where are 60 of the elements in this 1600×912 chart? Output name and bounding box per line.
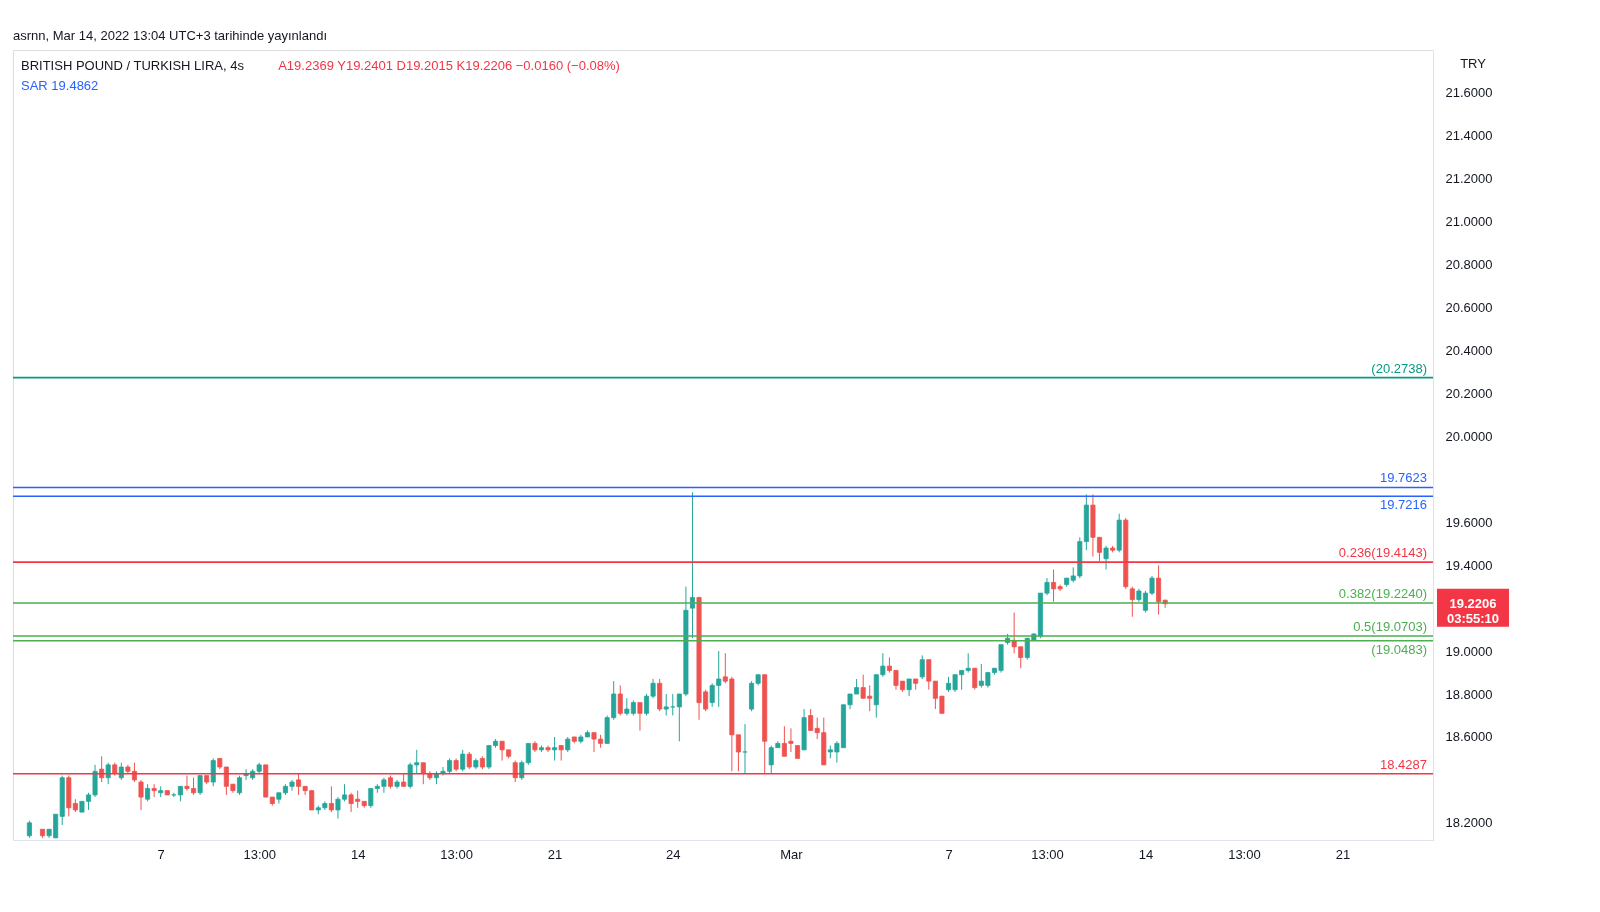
y-tick-label: 21.2000	[1445, 171, 1493, 187]
candlestick	[919, 654, 925, 680]
candlestick	[460, 749, 466, 772]
candlestick	[328, 785, 334, 813]
candlestick	[670, 693, 676, 716]
y-tick-label: 19.0000	[1445, 643, 1493, 659]
ref-line-label: (20.2738)	[1371, 360, 1427, 376]
ref-line-label: 19.7623	[1380, 470, 1427, 486]
candlestick	[617, 684, 623, 716]
x-tick-label: 21	[1335, 846, 1351, 862]
candlestick	[1103, 545, 1109, 571]
x-tick-label: Mar	[780, 846, 804, 862]
candlestick	[138, 779, 144, 811]
ref-line-label: 0.5(19.0703)	[1353, 619, 1427, 634]
text: BRITISH POUND / TURKISH LIRA, 4s	[21, 58, 245, 73]
x-tick-label: 14	[1138, 846, 1154, 862]
candlestick	[151, 783, 157, 798]
x-tick-label: 21	[547, 846, 563, 862]
y-tick-label: 20.8000	[1445, 257, 1493, 273]
y-tick-label: 18.8000	[1445, 686, 1493, 702]
candlestick	[972, 667, 978, 691]
candlestick	[210, 757, 216, 787]
ref-line-label: 18.4287	[1380, 756, 1427, 772]
y-tick-label: 19.6000	[1445, 514, 1493, 530]
y-tick-label: 20.4000	[1445, 343, 1493, 359]
text: 19.2206 03:55:10	[1446, 595, 1500, 626]
candlestick	[197, 775, 203, 796]
x-tick-label: 7	[157, 846, 165, 862]
candlestick	[742, 723, 748, 774]
candlestick	[637, 702, 643, 732]
y-tick-label: 21.0000	[1445, 214, 1493, 230]
x-tick-label: 13:00	[440, 846, 473, 862]
x-tick-label: 7	[945, 846, 953, 862]
text: TRY	[1460, 56, 1487, 71]
x-tick-label: 24	[666, 846, 681, 862]
ref-line-label: 19.7216	[1380, 497, 1427, 513]
y-tick-label: 18.6000	[1445, 729, 1493, 745]
candlestick	[545, 745, 551, 753]
x-tick-label: 13:00	[243, 846, 276, 862]
y-tick-label: 20.2000	[1445, 385, 1493, 401]
y-tick-label: 21.6000	[1445, 85, 1493, 101]
candlestick	[1129, 586, 1135, 618]
y-tick-label: 18.2000	[1445, 815, 1493, 831]
x-tick-label: 14	[350, 846, 366, 862]
y-tick-label: 20.0000	[1445, 428, 1493, 444]
y-tick-label: 21.4000	[1445, 128, 1493, 144]
candlestick	[236, 775, 242, 796]
ref-line-label: (19.0483)	[1371, 641, 1427, 657]
x-tick-label: 13:00	[1228, 846, 1261, 862]
candlestick	[552, 736, 558, 762]
annotation: A19.2369 Y19.2401 D19.2015 K19.2206 −0.0160 (−0.08%)	[278, 58, 620, 73]
text: asrnn, Mar 14, 2022 13:04 UTC+3 tarihinde yayınlandı	[13, 28, 327, 43]
y-tick-label: 20.6000	[1445, 300, 1493, 316]
ref-line-label: 0.382(19.2240)	[1338, 586, 1427, 601]
x-tick-label: 13:00	[1031, 846, 1064, 862]
ref-line-label: 0.236(19.4143)	[1338, 545, 1427, 561]
candlestick	[420, 762, 426, 785]
annotation: SAR 19.4862	[21, 78, 99, 93]
candlestick	[663, 693, 669, 716]
y-tick-label: 19.4000	[1445, 557, 1493, 573]
